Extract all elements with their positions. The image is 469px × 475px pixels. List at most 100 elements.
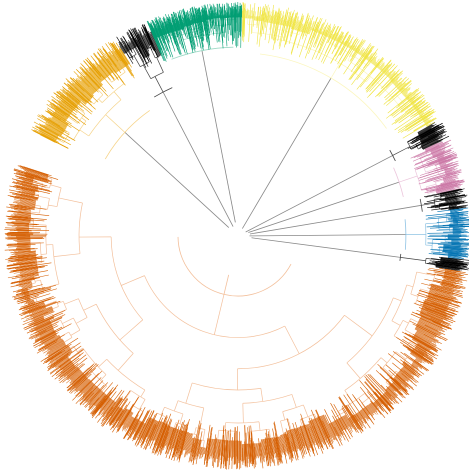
leaf-tip — [10, 207, 27, 211]
tip-branch — [311, 419, 324, 447]
tip-branch — [31, 318, 45, 325]
leaf-tip — [220, 6, 224, 34]
tip-branch — [201, 15, 204, 22]
tip-branch — [306, 20, 312, 34]
leaf-tip — [429, 260, 466, 266]
leaf-tip — [427, 269, 463, 277]
internal-branch — [406, 284, 414, 288]
tip-branch — [312, 419, 323, 443]
leaf-tip — [404, 353, 430, 371]
tip-branch — [397, 81, 406, 90]
tip-branch — [423, 303, 446, 313]
leaf-tip — [427, 287, 463, 298]
leaf-tip — [97, 52, 119, 81]
internal-branch — [52, 306, 59, 310]
tip-branch — [134, 422, 143, 437]
tip-branch — [201, 15, 203, 22]
tip-branch — [98, 398, 112, 416]
tip-branch — [197, 18, 199, 23]
leaf-tip — [66, 363, 95, 389]
tip-branch — [404, 91, 411, 98]
leaf-tip — [358, 398, 375, 421]
leaf-tip — [12, 193, 38, 199]
leaf-tip — [155, 20, 166, 44]
leaf-tip — [173, 431, 183, 462]
tip-branch — [216, 12, 218, 19]
tip-branch — [389, 73, 396, 79]
leaf-tip — [274, 421, 283, 464]
leaf-tip — [49, 349, 83, 374]
tip-branch — [412, 362, 423, 370]
tip-branch — [199, 447, 202, 459]
tip-branch — [304, 425, 315, 451]
leaf-tip — [109, 410, 120, 426]
tip-branch — [55, 360, 72, 373]
leaf-tip — [426, 151, 455, 163]
tip-branch — [377, 399, 384, 407]
tip-branch — [60, 95, 76, 108]
tip-branch — [95, 63, 107, 78]
tip-branch — [363, 50, 369, 58]
tip-branch — [13, 213, 32, 216]
leaf-tip — [367, 374, 396, 404]
leaf-tip — [10, 244, 27, 246]
tip-branch — [419, 312, 446, 324]
leaf-tip — [397, 108, 432, 131]
tip-branch — [44, 118, 65, 132]
leaf-tip — [410, 103, 431, 118]
tip-branch — [303, 20, 308, 33]
leaf-tip — [172, 16, 183, 49]
leaf-tip — [427, 263, 465, 270]
internal-branch — [37, 188, 42, 191]
leaf-tip — [324, 409, 343, 446]
leaf-tip — [111, 43, 135, 79]
tip-branch — [252, 10, 254, 19]
internal-arc — [34, 292, 38, 302]
leaf-tip — [12, 284, 57, 298]
leaf-tip — [5, 256, 29, 260]
tip-branch — [51, 117, 67, 128]
tip-branch — [45, 121, 64, 133]
leaf-tip — [151, 19, 162, 45]
tip-branch — [444, 194, 457, 198]
tip-branch — [348, 41, 353, 48]
tip-branch — [44, 124, 62, 136]
tip-branch — [208, 438, 212, 459]
leaf-tip — [167, 18, 177, 46]
leaf-tip — [420, 303, 454, 317]
leaf-tip — [183, 8, 191, 39]
tip-branch — [16, 259, 37, 263]
tip-branch — [378, 62, 384, 69]
internal-branch — [344, 390, 354, 403]
tip-branch — [115, 409, 124, 422]
tip-branch — [31, 316, 44, 322]
tip-branch — [328, 30, 332, 38]
tip-branch — [171, 19, 176, 32]
internal-arc — [382, 351, 397, 368]
leaf-tip — [233, 432, 235, 465]
leaf-tip — [160, 419, 173, 452]
leaf-tip — [384, 76, 407, 99]
tip-branch — [138, 417, 150, 441]
leaf-tip — [16, 177, 48, 187]
tip-branch — [402, 362, 416, 373]
tip-branch — [414, 328, 438, 342]
leaf-tip — [369, 374, 398, 404]
leaf-tip — [154, 420, 168, 454]
tip-branch — [440, 161, 454, 167]
leaf-tip — [265, 441, 269, 467]
tip-branch — [430, 144, 446, 152]
tip-branch — [16, 193, 39, 199]
tip-branch — [227, 440, 229, 462]
tip-branch — [111, 48, 125, 68]
internal-branch — [441, 199, 446, 201]
leaf-tip — [291, 13, 298, 37]
leaf-tip — [415, 125, 440, 139]
leaf-tip — [433, 271, 466, 279]
leaf-tip — [132, 411, 149, 442]
tip-branch — [412, 338, 432, 351]
tip-branch — [424, 301, 447, 311]
tip-branch — [21, 290, 28, 293]
tip-branch — [181, 19, 185, 29]
leaf-tip — [16, 288, 32, 293]
